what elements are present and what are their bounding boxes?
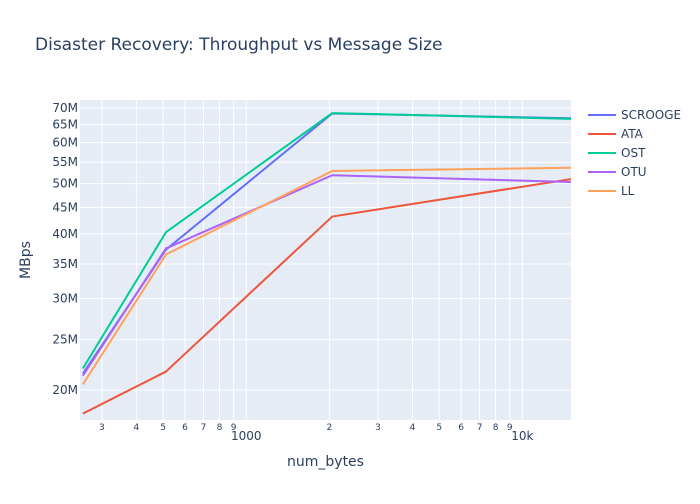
- x-tick-label: 10k: [511, 429, 533, 443]
- y-tick-label: 60M: [52, 136, 78, 150]
- legend-item-scrooge[interactable]: SCROOGE: [588, 108, 681, 122]
- x-tick-label: 3: [99, 423, 105, 433]
- series-line-ost: [81, 112, 571, 370]
- legend-label: OST: [621, 146, 646, 160]
- y-tick-label: 65M: [52, 118, 78, 132]
- x-tick-label: 3: [375, 423, 381, 433]
- y-tick-label: 25M: [52, 333, 78, 347]
- grid-lines: [80, 100, 571, 420]
- chart-title: Disaster Recovery: Throughput vs Message…: [35, 35, 442, 55]
- y-tick-label: 20M: [52, 383, 78, 397]
- x-tick-label: 7: [477, 423, 483, 433]
- y-tick-label: 30M: [52, 292, 78, 306]
- y-axis-ticks: 20M 25M 30M 35M 40M 45M 50M 55M 60M 65M 70M: [52, 101, 78, 397]
- legend-label: OTU: [621, 165, 647, 179]
- x-tick-label: 8: [493, 423, 499, 433]
- y-tick-label: 50M: [52, 177, 78, 191]
- series-line-ata: [82, 178, 571, 415]
- legend-label: SCROOGE: [621, 108, 681, 122]
- y-tick-label: 40M: [52, 227, 78, 241]
- legend: SCROOGE ATA OST OTU LL: [588, 108, 681, 198]
- series-lines: [81, 112, 571, 415]
- legend-label: ATA: [621, 127, 644, 141]
- legend-item-ost[interactable]: OST: [588, 146, 646, 160]
- y-tick-label: 45M: [52, 200, 78, 214]
- y-axis-label: MBps: [18, 241, 34, 279]
- y-tick-label: 35M: [52, 257, 78, 271]
- x-tick-label: 2: [327, 423, 333, 433]
- legend-item-ll[interactable]: LL: [588, 184, 635, 198]
- y-tick-label: 55M: [52, 155, 78, 169]
- x-tick-label: 6: [458, 423, 464, 433]
- legend-label: LL: [621, 184, 635, 198]
- x-tick-label: 6: [182, 423, 188, 433]
- x-tick-label: 8: [217, 423, 223, 433]
- y-tick-label: 70M: [52, 101, 78, 115]
- plot-area: [80, 100, 571, 420]
- legend-item-ata[interactable]: ATA: [588, 127, 644, 141]
- x-tick-label: 7: [201, 423, 207, 433]
- x-axis-label: num_bytes: [287, 454, 364, 470]
- x-tick-label: 9: [507, 423, 513, 433]
- x-tick-label: 5: [436, 423, 442, 433]
- x-tick-label: 5: [160, 423, 166, 433]
- x-tick-label: 1000: [231, 429, 262, 443]
- x-tick-label: 9: [231, 423, 237, 433]
- legend-item-otu[interactable]: OTU: [588, 165, 647, 179]
- x-tick-label: 4: [410, 423, 416, 433]
- series-line-ll: [81, 166, 571, 385]
- x-tick-label: 4: [133, 423, 139, 433]
